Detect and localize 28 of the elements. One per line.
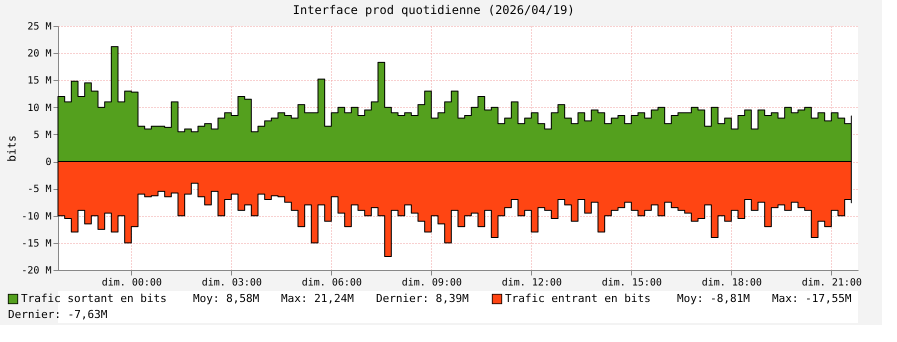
y-tick-label: -10 M — [21, 211, 52, 222]
text: Dernier: 8,39M — [376, 292, 470, 305]
x-tick-label: dim. 18:00 — [702, 278, 762, 288]
y-tick-label: -20 M — [21, 266, 52, 276]
text: Moy: -8,81M — [677, 292, 750, 305]
y-tick-label: 15 M — [27, 76, 52, 87]
legend-label: Trafic entrant en bits — [505, 292, 651, 305]
x-tick-label: dim. 12:00 — [502, 278, 562, 288]
x-tick-label: dim. 06:00 — [302, 278, 362, 288]
y-tick-label: 25 M — [27, 22, 52, 32]
text: Max: -17,55M — [772, 292, 852, 305]
y-tick-label: 0 — [45, 157, 52, 168]
text: Moy: 8,58M — [193, 292, 260, 305]
x-tick-label: dim. 03:00 — [202, 278, 262, 288]
x-tick-label: dim. 21:00 — [802, 278, 862, 288]
y-tick-label: 10 M — [27, 102, 52, 114]
legend-label: Trafic sortant en bits — [21, 292, 167, 305]
y-tick-label: 20 M — [27, 48, 52, 60]
x-tick-label: dim. 15:00 — [602, 278, 662, 288]
chart-title: Interface prod quotidienne (2026/04/19) — [292, 3, 575, 17]
text: Dernier: -7,63M — [8, 308, 108, 321]
y-tick-label: 5 M — [33, 130, 52, 141]
text: Max: 21,24M — [281, 292, 354, 305]
y-tick-label: -15 M — [21, 238, 52, 250]
y-axis-title: bits — [5, 135, 18, 162]
y-tick-label: -5 M — [27, 184, 52, 196]
x-tick-label: dim. 09:00 — [402, 278, 462, 288]
x-tick-label: dim. 00:00 — [102, 278, 162, 288]
